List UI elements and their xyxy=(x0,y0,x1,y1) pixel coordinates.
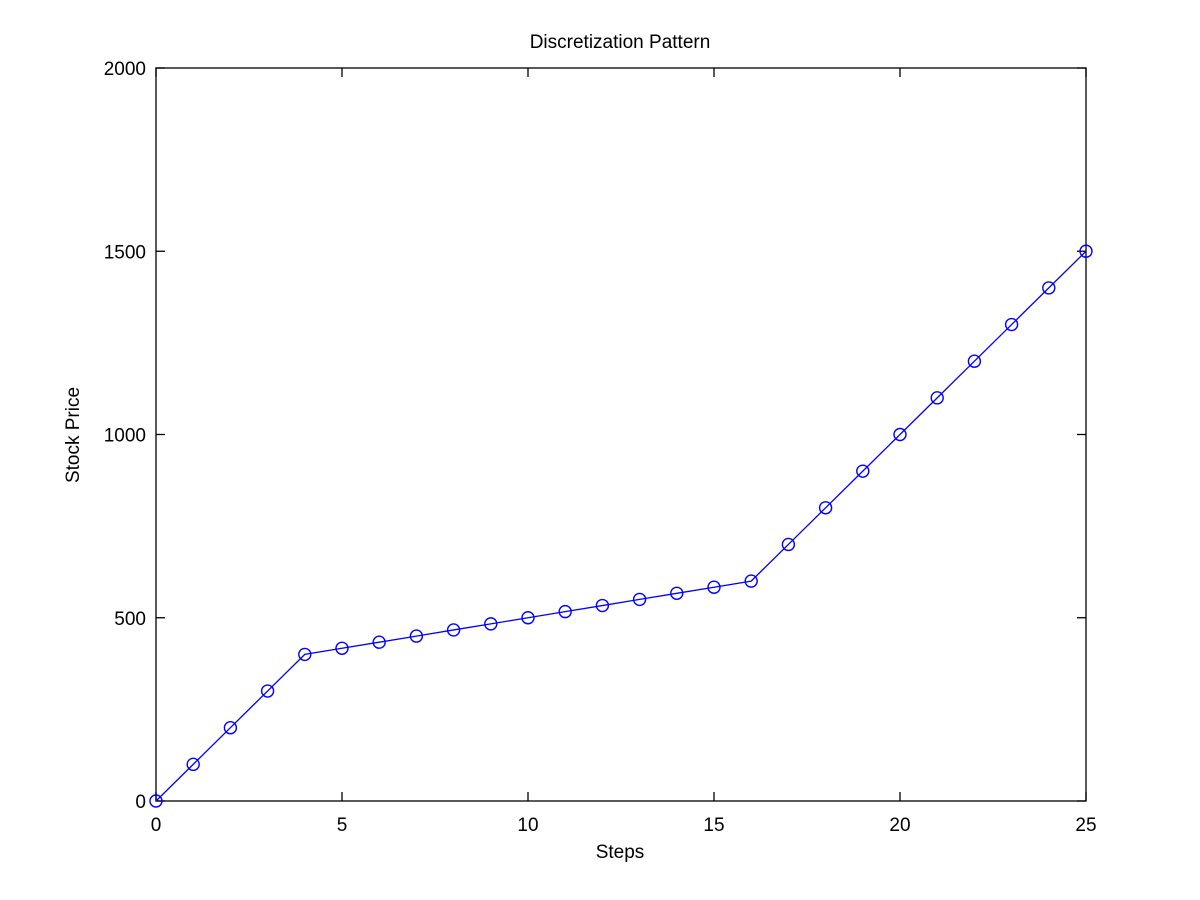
data-point xyxy=(298,647,312,662)
x-tick-label: 15 xyxy=(703,815,724,836)
y-tick-label: 1500 xyxy=(104,242,146,263)
data-point xyxy=(670,586,684,600)
data-point xyxy=(818,501,833,515)
data-point xyxy=(558,604,572,619)
data-point xyxy=(1042,281,1056,295)
y-tick-label: 2000 xyxy=(104,59,146,80)
data-point xyxy=(893,427,907,442)
data-point xyxy=(484,617,498,631)
series-line xyxy=(155,250,1087,802)
data-point xyxy=(744,574,758,588)
data-point xyxy=(446,623,461,637)
data-point xyxy=(149,794,163,808)
x-tick-label: 5 xyxy=(337,815,348,836)
x-tick-label: 10 xyxy=(517,815,538,836)
x-tick-label: 0 xyxy=(151,815,162,836)
series-layer xyxy=(149,244,1093,808)
y-axis-ticks: 0 500 1000 1500 2000 xyxy=(104,59,1086,813)
data-point xyxy=(1079,244,1093,258)
x-axis-label: Steps xyxy=(596,842,645,863)
data-point xyxy=(856,464,870,478)
y-axis-label: Stock Price xyxy=(63,387,84,483)
y-tick-label: 500 xyxy=(114,609,146,630)
x-tick-label: 20 xyxy=(889,815,910,836)
data-point xyxy=(260,684,275,698)
chart-title: Discretization Pattern xyxy=(530,32,711,53)
x-tick-label: 25 xyxy=(1075,815,1096,836)
data-point xyxy=(967,354,982,368)
x-axis-ticks: 0 5 10 15 20 25 xyxy=(151,68,1097,836)
data-point xyxy=(707,580,721,594)
y-tick-label: 0 xyxy=(135,792,146,813)
data-point xyxy=(186,757,200,772)
data-point xyxy=(335,641,349,655)
data-point xyxy=(632,592,647,607)
data-point xyxy=(781,537,796,552)
y-tick-label: 1000 xyxy=(104,426,146,447)
data-point xyxy=(595,598,610,613)
data-point xyxy=(521,611,535,625)
data-point xyxy=(223,721,238,735)
data-point xyxy=(372,635,386,649)
data-point xyxy=(1004,317,1019,332)
data-point xyxy=(409,629,424,643)
data-point xyxy=(930,391,944,405)
plot-area-frame xyxy=(155,67,1087,802)
